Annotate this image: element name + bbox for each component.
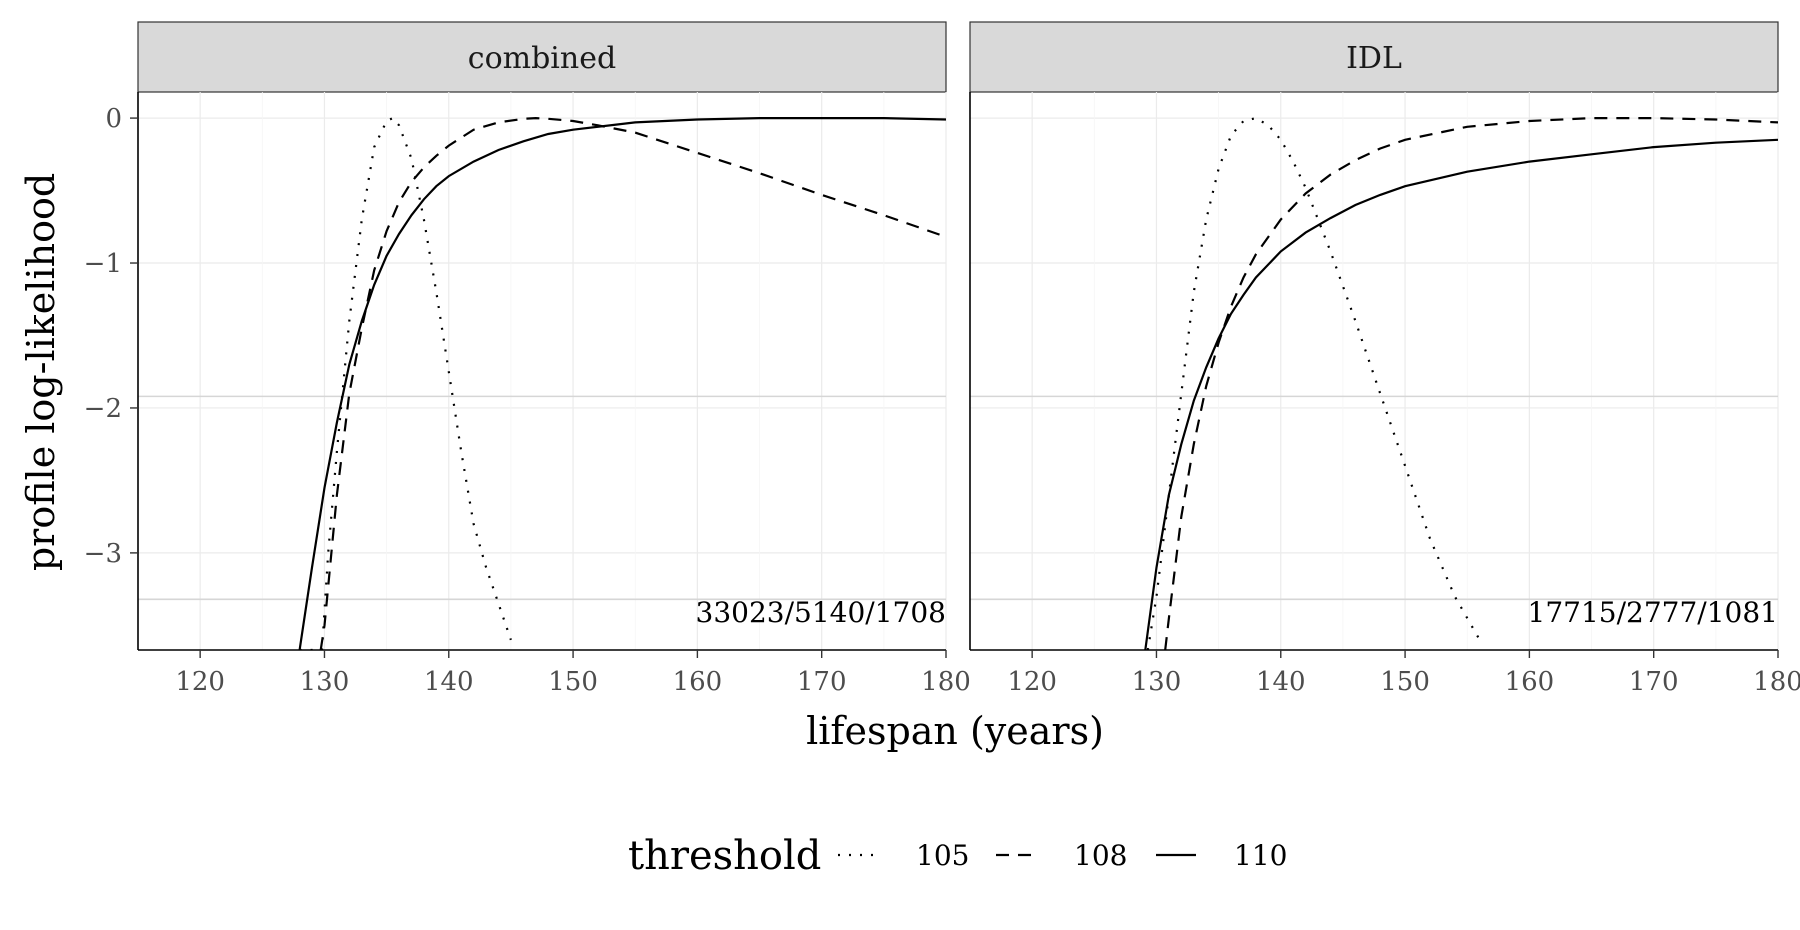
panels-layer: combined 120 130 140 150 160 170 180 0 −1 −2 −3 3302… [84,21,1800,697]
series-line-110 [1144,138,1778,650]
y-axis-title: profile log-likelihood [19,173,63,571]
y-tick-label: 0 [105,104,122,134]
x-tick-label: 160 [673,667,723,697]
x-tick-label: 150 [548,667,598,697]
series-line-108 [319,116,946,650]
x-tick-label: 170 [797,667,847,697]
x-tick-label: 150 [1380,667,1430,697]
series-line-105 [1146,116,1481,650]
strip-label: IDL [1346,41,1402,76]
x-axis-title: lifespan (years) [806,709,1104,753]
y-tick-label: −1 [84,249,122,279]
legend-label: 108 [1074,839,1127,872]
sample-size-annotation: 33023/5140/1708 [696,596,946,629]
x-tick-label: 130 [1132,667,1182,697]
series-line-105 [299,116,512,650]
x-tick-label: 120 [1007,667,1057,697]
legend-title: threshold [628,833,821,879]
x-tick-label: 180 [1753,667,1800,697]
strip-label: combined [468,41,616,76]
strip-header [969,21,1779,93]
x-tick-label: 140 [424,667,474,697]
legend-label: 105 [916,839,969,872]
strip-header [137,21,947,93]
y-tick-label: −3 [84,539,122,569]
panel-combined: combined 120 130 140 150 160 170 180 0 −1 −2 −3 3302… [84,21,971,697]
panel-idl: IDL 120 130 140 150 160 170 180 17715/2777/1081 [969,21,1800,697]
legend: threshold 105 108 110 [628,833,1287,879]
x-tick-label: 130 [300,667,350,697]
x-tick-label: 170 [1629,667,1679,697]
x-tick-label: 160 [1505,667,1555,697]
y-tick-label: −2 [84,394,122,424]
series-line-110 [298,117,946,650]
x-tick-label: 120 [175,667,225,697]
x-tick-label: 140 [1256,667,1306,697]
x-tick-label: 180 [921,667,971,697]
series-line-108 [1164,117,1778,650]
legend-label: 110 [1234,839,1287,872]
sample-size-annotation: 17715/2777/1081 [1528,596,1778,629]
